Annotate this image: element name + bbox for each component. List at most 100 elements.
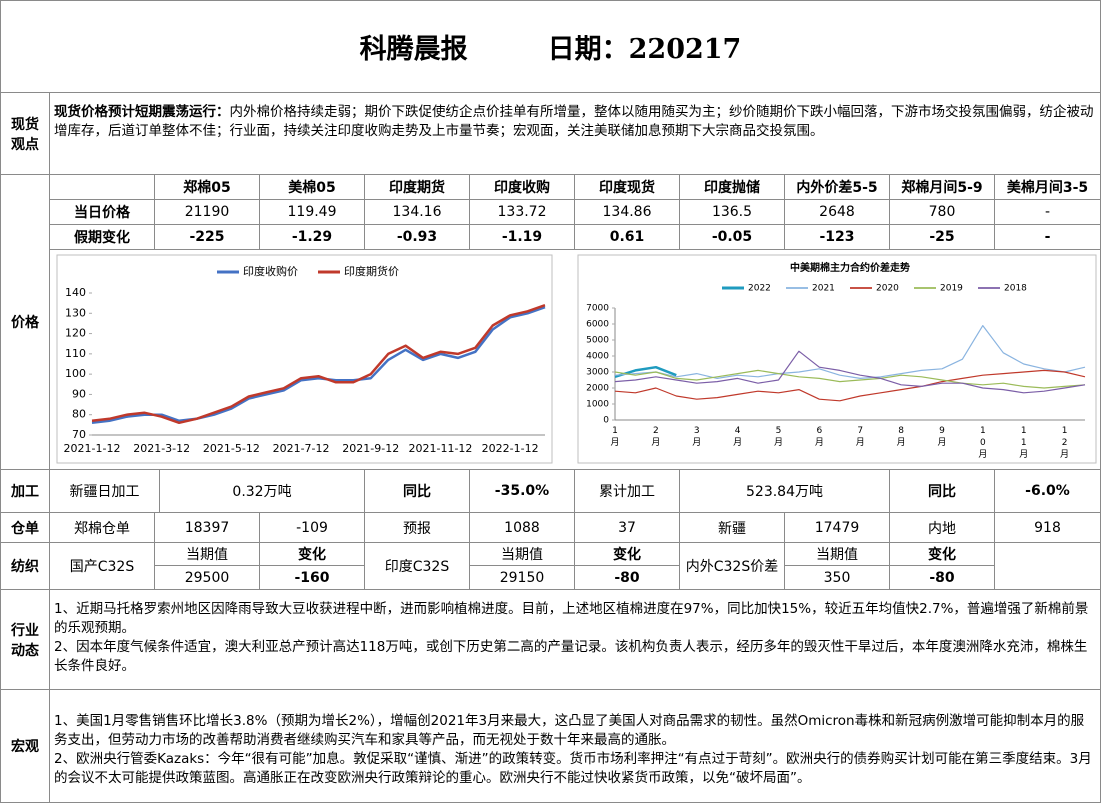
price-cell: 133.72 (470, 200, 575, 225)
warehouse-cell: 18397 (155, 513, 260, 543)
y-tick-label: 140 (65, 286, 86, 299)
price-cell: 136.5 (680, 200, 785, 225)
report-date: 日期：220217 (547, 34, 742, 65)
price-cell: -1.29 (260, 225, 365, 250)
price-cell: 2648 (785, 200, 890, 225)
legend-label: 2019 (940, 284, 963, 294)
textile-label: 当期值 (785, 543, 890, 566)
column-header: 美棉05 (260, 175, 365, 200)
y-tick-label: 110 (65, 347, 86, 360)
textile-value: 29500 (155, 566, 260, 590)
section-label: 现货观点 (0, 93, 50, 175)
row-header: 假期变化 (50, 225, 155, 250)
processing-cell: 0.32万吨 (160, 470, 365, 513)
textile-blank (995, 543, 1101, 590)
price-cell: - (995, 200, 1101, 225)
chart: 中美期棉主力合约价差走势 0 1000 2000 3000 4000 5000 6000 700… (577, 254, 1097, 464)
legend-label: 2021 (812, 284, 835, 294)
column-header: 美棉月间3-5 (995, 175, 1101, 200)
warehouse-cell: -109 (260, 513, 365, 543)
x-tick-label: 2021-7-12 (273, 442, 330, 455)
price-cell: 134.16 (365, 200, 470, 225)
legend-label: 2022 (748, 284, 771, 294)
column-header: 郑棉月间5-9 (890, 175, 995, 200)
spot-text: 内外棉价格持续走弱；期价下跌促使纺企点价挂单有所增量，整体以随用随买为主；纱价随… (54, 104, 1094, 139)
processing-cell: 新疆日加工 (50, 470, 160, 513)
paragraph: 1、美国1月零售销售环比增长3.8%（预期为增长2%），增幅创2021年3月来最… (54, 713, 1085, 748)
x-tick-label: 2021-5-12 (203, 442, 260, 455)
legend-label: 2018 (1004, 284, 1027, 294)
row-header: 当日价格 (50, 200, 155, 225)
y-tick-label: 1000 (586, 400, 609, 410)
y-tick-label: 3000 (586, 368, 609, 378)
y-tick-label: 130 (65, 306, 86, 319)
column-header: 内外价差5-5 (785, 175, 890, 200)
textile-value: -80 (575, 566, 680, 590)
series-line (614, 369, 1086, 389)
chart: 70 80 90 100 110 120 130 140 2021-1-12 2021-3-12 2… (56, 254, 553, 464)
section-label: 纺织 (0, 543, 50, 590)
textile-name: 内外C32S价差 (680, 543, 785, 590)
warehouse-cell: 17479 (785, 513, 890, 543)
price-cell: -25 (890, 225, 995, 250)
paragraph: 2、欧洲央行管委Kazaks：今年“很有可能”加息。敦促采取“谨慎、渐进”的政策… (54, 751, 1092, 786)
x-tick-label: 2022-1-12 (482, 442, 539, 455)
section-label: 价格 (0, 175, 50, 470)
y-tick-label: 70 (72, 428, 86, 441)
paragraph: 2、因本年度气候条件适宜，澳大利亚总产预计高达118万吨，或创下历史第二高的产量… (54, 639, 1088, 674)
y-tick-label: 7000 (586, 304, 609, 314)
processing-cell: 同比 (365, 470, 470, 513)
y-tick-label: 90 (72, 387, 86, 400)
legend-label: 2020 (876, 284, 899, 294)
column-header: 郑棉05 (155, 175, 260, 200)
x-tick-label: 2021-11-12 (408, 442, 472, 455)
processing-cell: 累计加工 (575, 470, 680, 513)
price-cell: 21190 (155, 200, 260, 225)
processing-cell: -35.0% (470, 470, 575, 513)
processing-cell: 同比 (890, 470, 995, 513)
price-cell: 0.61 (575, 225, 680, 250)
header: 科腾晨报 日期：220217 (0, 0, 1101, 93)
textile-name: 国产C32S (50, 543, 155, 590)
textile-name: 印度C32S (365, 543, 470, 590)
y-tick-label: 6000 (586, 320, 609, 330)
y-tick-label: 5000 (586, 336, 609, 346)
column-header: 印度现货 (575, 175, 680, 200)
price-cell: 780 (890, 200, 995, 225)
spot-view: 现货价格预计短期震荡运行：内外棉价格持续走弱；期价下跌促使纺企点价挂单有所增量，… (50, 93, 1101, 175)
price-cell: 119.49 (260, 200, 365, 225)
series-line (91, 306, 546, 425)
price-cell: -0.93 (365, 225, 470, 250)
chart-frame (56, 254, 553, 464)
x-tick-label: 2021-9-12 (342, 442, 399, 455)
series-line (614, 325, 1086, 379)
series-line (91, 304, 546, 425)
textile-label: 当期值 (155, 543, 260, 566)
price-cell: -0.05 (680, 225, 785, 250)
column-header: 印度抛储 (680, 175, 785, 200)
processing-cell: 523.84万吨 (680, 470, 890, 513)
x-tick-label: 2021-3-12 (133, 442, 190, 455)
textile-value: -80 (890, 566, 995, 590)
legend-label: 印度期货价 (344, 264, 399, 278)
industry-text: 1、近期马托格罗索州地区因降雨导致大豆收获进程中断，进而影响植棉进度。目前，上述… (50, 590, 1101, 690)
table-corner (50, 175, 155, 200)
y-tick-label: 2000 (586, 384, 609, 394)
report-title: 科腾晨报 (359, 34, 468, 65)
section-label: 宏观 (0, 690, 50, 803)
chart-title: 中美期棉主力合约价差走势 (790, 261, 910, 274)
price-cell: -225 (155, 225, 260, 250)
warehouse-cell: 郑棉仓单 (50, 513, 155, 543)
section-label: 加工 (0, 470, 50, 513)
warehouse-cell: 预报 (365, 513, 470, 543)
series-line (614, 350, 1086, 394)
warehouse-cell: 918 (995, 513, 1101, 543)
